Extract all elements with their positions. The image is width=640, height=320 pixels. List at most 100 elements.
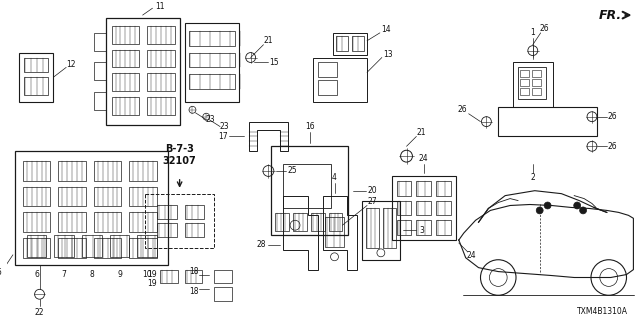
Bar [23, 187, 51, 206]
Bar [532, 70, 541, 77]
Bar [23, 161, 51, 181]
Bar [58, 187, 86, 206]
Bar [513, 62, 552, 107]
Text: 7: 7 [62, 270, 67, 279]
Text: 26: 26 [608, 142, 618, 151]
Bar [147, 50, 175, 68]
Bar [397, 181, 412, 196]
Bar [184, 23, 239, 102]
Circle shape [544, 202, 551, 209]
Bar [111, 73, 139, 91]
Bar [160, 270, 178, 284]
Bar [58, 238, 86, 258]
Text: 1: 1 [531, 28, 535, 37]
Text: 23: 23 [205, 115, 215, 124]
Bar [532, 79, 541, 86]
Bar [15, 151, 168, 265]
Bar [109, 235, 129, 257]
Bar [324, 217, 344, 247]
Text: 11: 11 [156, 2, 165, 11]
Bar [184, 270, 202, 284]
Bar [214, 287, 232, 301]
Bar [94, 187, 122, 206]
Text: 23: 23 [220, 122, 229, 131]
Text: TXM4B1310A: TXM4B1310A [577, 307, 628, 316]
Bar [520, 79, 529, 86]
Bar [157, 205, 177, 219]
Text: 32107: 32107 [163, 156, 196, 166]
Bar [23, 212, 51, 232]
Bar [94, 238, 122, 258]
Bar [106, 18, 180, 124]
Bar [499, 107, 597, 136]
Bar [417, 201, 431, 215]
Bar [129, 187, 157, 206]
Bar [436, 201, 451, 215]
Text: 13: 13 [383, 50, 392, 59]
Bar [111, 97, 139, 115]
Text: 17: 17 [218, 132, 228, 141]
Text: 8: 8 [90, 270, 94, 279]
Bar [19, 52, 53, 102]
Text: 15: 15 [269, 58, 279, 67]
Bar [436, 181, 451, 196]
Bar [214, 270, 232, 284]
Bar [392, 176, 456, 240]
Bar [366, 208, 379, 248]
Bar [145, 194, 214, 248]
Text: 26: 26 [608, 112, 618, 121]
Bar [383, 208, 396, 248]
Bar [417, 220, 431, 235]
Bar [24, 77, 49, 95]
Text: 27: 27 [367, 197, 377, 206]
Text: 24: 24 [467, 251, 476, 260]
Bar [520, 88, 529, 95]
Text: 19: 19 [147, 279, 157, 288]
Bar [94, 92, 106, 110]
Bar [417, 181, 431, 196]
Bar [129, 238, 157, 258]
Text: 2: 2 [531, 173, 535, 182]
Circle shape [580, 207, 586, 214]
Text: 20: 20 [367, 186, 377, 195]
Bar [23, 238, 51, 258]
Bar [532, 88, 541, 95]
Text: 3: 3 [420, 226, 425, 235]
Bar [317, 62, 337, 77]
Text: 14: 14 [381, 25, 390, 34]
Text: 22: 22 [35, 308, 44, 316]
Bar [313, 58, 367, 102]
Bar [54, 235, 74, 257]
Text: B-7-3: B-7-3 [165, 144, 194, 154]
Bar [317, 80, 337, 95]
Bar [94, 212, 122, 232]
Bar [58, 161, 86, 181]
Bar [189, 52, 235, 68]
Bar [111, 26, 139, 44]
Text: 21: 21 [264, 36, 273, 45]
Bar [111, 50, 139, 68]
Bar [27, 235, 47, 257]
Bar [184, 223, 204, 237]
Text: 10: 10 [142, 270, 152, 279]
Bar [293, 213, 307, 231]
Text: 9: 9 [117, 270, 122, 279]
Bar [518, 68, 546, 99]
Bar [94, 161, 122, 181]
Text: 19: 19 [147, 270, 157, 279]
Bar [362, 201, 399, 260]
Text: FR.: FR. [599, 9, 622, 21]
Circle shape [573, 202, 580, 209]
Bar [189, 31, 235, 46]
Bar [520, 70, 529, 77]
Bar [58, 212, 86, 232]
Bar [397, 220, 412, 235]
Bar [397, 201, 412, 215]
Bar [147, 26, 175, 44]
Bar [311, 213, 324, 231]
Bar [333, 33, 367, 54]
Text: 4: 4 [332, 173, 337, 182]
Text: 5: 5 [0, 268, 1, 277]
Bar [24, 58, 49, 72]
Text: 26: 26 [540, 24, 549, 33]
